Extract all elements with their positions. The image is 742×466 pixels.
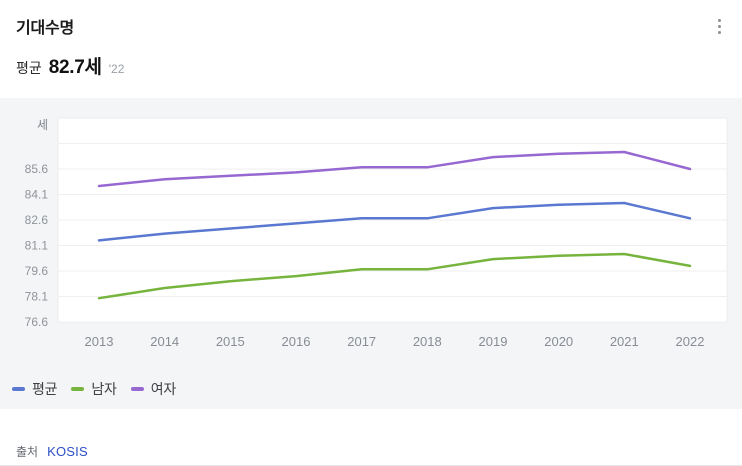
svg-text:79.6: 79.6: [25, 264, 49, 278]
card-footer: 출처 KOSIS: [0, 409, 742, 460]
svg-text:82.6: 82.6: [25, 213, 49, 227]
average-value: 82.7세: [48, 57, 102, 78]
svg-text:2016: 2016: [282, 334, 311, 349]
legend-label: 평균: [32, 381, 58, 397]
svg-text:2013: 2013: [85, 334, 114, 349]
page-title: 기대수명: [16, 20, 75, 37]
svg-text:세: 세: [37, 118, 48, 132]
svg-text:2015: 2015: [216, 334, 245, 349]
svg-text:2020: 2020: [544, 334, 573, 349]
chart-legend: 평균 남자 여자: [12, 379, 176, 399]
average-label: 평균: [16, 60, 42, 76]
svg-text:2021: 2021: [610, 334, 639, 349]
reference-year: '22: [108, 62, 125, 76]
svg-text:2018: 2018: [413, 334, 442, 349]
svg-text:76.6: 76.6: [25, 315, 49, 329]
headline-value: 평균 82.7세 '22: [16, 52, 726, 79]
legend-item-female[interactable]: 여자: [130, 379, 177, 399]
svg-text:2019: 2019: [479, 334, 508, 349]
legend-label: 남자: [91, 381, 117, 397]
svg-text:2017: 2017: [347, 334, 376, 349]
svg-text:84.1: 84.1: [25, 188, 49, 202]
svg-text:85.6: 85.6: [25, 162, 49, 176]
svg-text:2014: 2014: [150, 334, 179, 349]
legend-item-male[interactable]: 남자: [71, 379, 117, 399]
svg-text:78.1: 78.1: [25, 290, 49, 304]
source-label: 출처: [16, 445, 39, 459]
svg-text:81.1: 81.1: [25, 239, 49, 253]
legend-item-average[interactable]: 평균: [12, 379, 58, 399]
line-chart: 76.6 78.1 79.6 81.1 82.6 84.1 85.6 세 2013 2014 201…: [25, 117, 728, 349]
legend-dash-icon: [130, 387, 144, 391]
legend-dash-icon: [12, 387, 25, 391]
card-header: 기대수명 평균 82.7세 '22: [0, 0, 742, 98]
legend-dash-icon: [71, 387, 85, 391]
legend-label: 여자: [150, 381, 177, 397]
chart-panel: 76.6 78.1 79.6 81.1 82.6 84.1 85.6 세 2013 2014 201…: [0, 98, 742, 409]
source-link[interactable]: KOSIS: [47, 444, 88, 459]
svg-text:2022: 2022: [676, 334, 705, 349]
kebab-menu-icon[interactable]: [709, 14, 729, 38]
